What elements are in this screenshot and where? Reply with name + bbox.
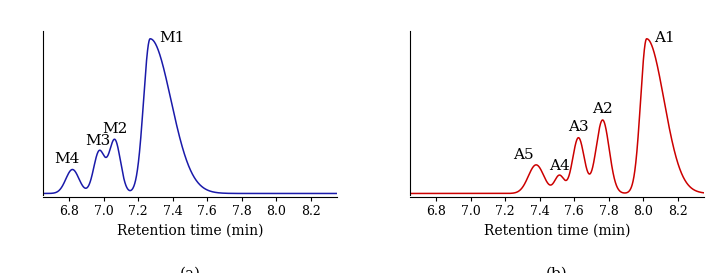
Text: M1: M1 (159, 31, 184, 45)
Text: (b): (b) (546, 267, 568, 273)
X-axis label: Retention time (min): Retention time (min) (116, 223, 263, 238)
Text: M3: M3 (85, 134, 111, 148)
Text: M2: M2 (103, 122, 128, 136)
Text: A4: A4 (549, 159, 570, 173)
Text: A3: A3 (568, 120, 589, 134)
Text: A2: A2 (592, 102, 613, 116)
Text: (a): (a) (180, 267, 200, 273)
Text: M4: M4 (55, 152, 80, 166)
Text: A5: A5 (513, 148, 533, 162)
X-axis label: Retention time (min): Retention time (min) (484, 223, 630, 238)
Text: A1: A1 (654, 31, 675, 45)
